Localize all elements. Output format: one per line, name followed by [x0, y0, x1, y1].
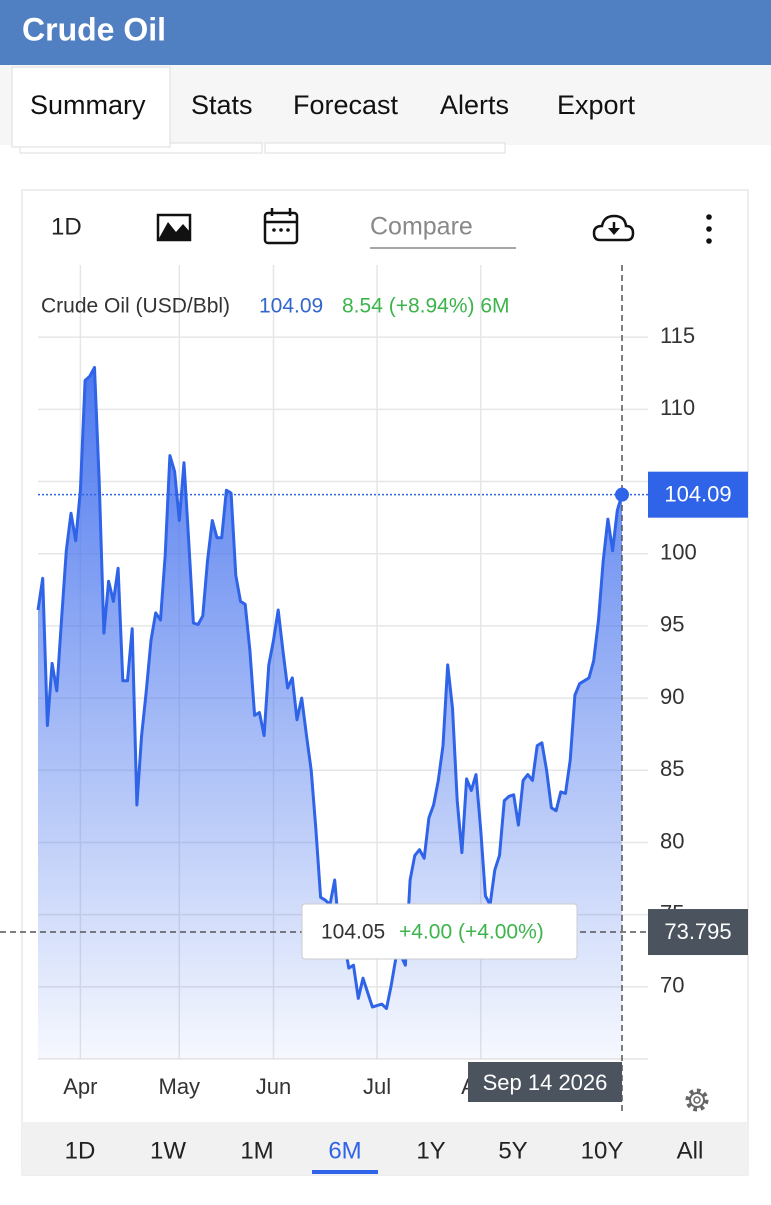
area-fill — [38, 367, 622, 1059]
legend-price: 104.09 — [259, 295, 323, 318]
sub-tab — [264, 142, 506, 154]
chart-type-icon[interactable] — [156, 213, 192, 242]
download-icon[interactable] — [592, 214, 635, 242]
y-tick-label: 95 — [660, 612, 684, 637]
crosshair-date-label: Sep 14 2026 — [483, 1070, 608, 1095]
range-bar — [22, 1122, 748, 1175]
active-tab — [11, 66, 171, 148]
compare-input[interactable]: Compare — [370, 213, 473, 241]
x-tick-label: May — [159, 1074, 201, 1099]
range-button[interactable]: 1M — [240, 1137, 273, 1164]
tab[interactable]: Stats — [191, 90, 253, 120]
range-button[interactable]: 1D — [65, 1137, 96, 1164]
y-tick-label: 90 — [660, 684, 684, 709]
tab[interactable]: Alerts — [440, 90, 509, 120]
x-tick-label: Apr — [63, 1074, 97, 1099]
range-button[interactable]: All — [677, 1137, 704, 1164]
legend-change: 8.54 (+8.94%) 6M — [342, 295, 510, 318]
legend-name: Crude Oil (USD/Bbl) — [41, 295, 230, 318]
header-bar — [0, 0, 771, 65]
x-tick-label: Jul — [363, 1074, 391, 1099]
y-tick-label: 115 — [660, 323, 695, 348]
y-tick-label: 80 — [660, 828, 684, 853]
range-button[interactable]: 10Y — [581, 1137, 624, 1164]
y-tick-label: 85 — [660, 756, 684, 781]
last-price-box — [648, 471, 748, 518]
tab[interactable]: Summary — [30, 90, 146, 120]
menu-icon[interactable] — [706, 214, 712, 244]
last-price-label: 104.09 — [664, 481, 731, 506]
range-button[interactable]: 6M — [328, 1137, 361, 1164]
tooltip-value: 104.05 — [321, 921, 385, 944]
tooltip-change: +4.00 (+4.00%) — [399, 921, 544, 944]
calendar-icon[interactable] — [263, 208, 299, 245]
header-title: Crude Oil — [22, 11, 166, 47]
y-tick-label: 110 — [660, 395, 695, 420]
range-button[interactable]: 5Y — [498, 1137, 527, 1164]
crosshair-y-label: 73.795 — [664, 919, 731, 944]
crosshair-y-box — [648, 909, 748, 956]
settings-icon[interactable] — [685, 1088, 709, 1112]
tooltip-box — [301, 903, 578, 960]
range-button[interactable]: 1W — [150, 1137, 186, 1164]
y-tick-label: 100 — [660, 540, 697, 565]
crosshair-date-box — [468, 1062, 622, 1102]
range-button[interactable]: 1Y — [416, 1137, 445, 1164]
tab[interactable]: Forecast — [293, 90, 399, 120]
y-tick-label: 70 — [660, 973, 684, 998]
range-active-underline — [312, 1170, 378, 1174]
last-point — [615, 487, 629, 502]
x-tick-label: Jun — [256, 1074, 291, 1099]
toolbar: 1D Compare — [51, 208, 712, 249]
interval-button[interactable]: 1D — [51, 213, 82, 240]
tab[interactable]: Export — [557, 90, 636, 120]
